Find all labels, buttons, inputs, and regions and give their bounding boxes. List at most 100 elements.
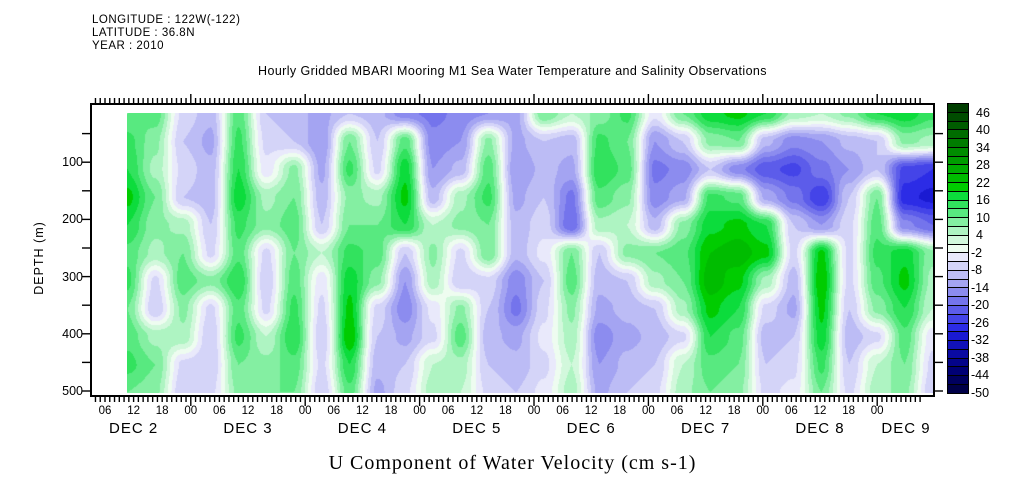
colorbar-cell: [948, 297, 968, 306]
colorbar-cell: [948, 305, 968, 315]
colorbar-cell: [948, 191, 968, 201]
colorbar-tick-label: -44: [971, 368, 990, 383]
colorbar-cell: [948, 279, 968, 289]
x-hour-label: 06: [556, 405, 569, 417]
x-hour-label: 18: [842, 405, 855, 417]
x-date-label: DEC 5: [452, 420, 502, 437]
x-hour-label: 12: [813, 405, 827, 417]
x-hour-label: 06: [670, 405, 684, 417]
x-hour-label: 06: [327, 405, 341, 417]
x-hour-label: 12: [241, 405, 255, 417]
x-hour-label: 18: [727, 405, 741, 417]
x-hour-label: 12: [127, 405, 140, 417]
x-date-label: DEC 4: [337, 420, 387, 437]
x-hour-label: 12: [699, 405, 712, 417]
plot-title: Hourly Gridded MBARI Mooring M1 Sea Wate…: [258, 64, 767, 78]
colorbar-tick-label: -14: [971, 280, 990, 295]
colorbar-cell: [948, 332, 968, 342]
x-hour-label: 06: [441, 405, 455, 417]
colorbar-tick-label: -38: [971, 350, 990, 365]
x-hour-label: 18: [613, 405, 627, 417]
heatmap-canvas: [127, 113, 933, 393]
colorbar-cell: [948, 104, 968, 113]
colorbar-cell: [948, 183, 968, 192]
colorbar-cell: [948, 147, 968, 157]
metadata-block: LONGITUDE : 122W(-122) LATITUDE : 36.8N …: [92, 14, 240, 53]
colorbar-cell: [948, 341, 968, 350]
x-hour-label: 18: [155, 405, 169, 417]
colorbar-tick-label: -8: [971, 263, 983, 278]
colorbar-cell: [948, 323, 968, 333]
colorbar-cell: [948, 244, 968, 254]
x-date-label: DEC 8: [795, 420, 845, 437]
colorbar-tick-label: 40: [976, 123, 990, 138]
colorbar-cell: [948, 385, 968, 393]
x-hour-label: 12: [355, 405, 369, 417]
x-hour-label: 12: [470, 405, 484, 417]
colorbar-cell: [948, 139, 968, 148]
x-hour-label: 18: [498, 405, 512, 417]
colorbar-cell: [948, 367, 968, 377]
colorbar-cell: [948, 130, 968, 140]
x-hour-label: 18: [384, 405, 398, 417]
colorbar-tick-label: 10: [976, 210, 990, 225]
colorbar-cell: [948, 270, 968, 280]
x-hour-label: 00: [870, 405, 884, 417]
colorbar-tick-label: 28: [976, 158, 990, 173]
colorbar-cell: [948, 121, 968, 131]
x-hour-label: 18: [270, 405, 283, 417]
x-hour-label: 12: [584, 405, 598, 417]
colorbar-cell: [948, 165, 968, 175]
colorbar-tick-label: -50: [971, 386, 990, 400]
meta-year: YEAR : 2010: [92, 40, 164, 52]
colorbar-cell: [948, 235, 968, 245]
meta-latitude: LATITUDE : 36.8N: [92, 27, 196, 39]
y-tick-label: 500: [62, 384, 83, 398]
x-date-label: DEC 2: [109, 420, 159, 437]
colorbar-cell: [948, 253, 968, 263]
x-date-label: DEC 6: [566, 420, 616, 437]
colorbar-cell: [948, 376, 968, 385]
colorbar-cell: [948, 288, 968, 298]
colorbar-tick-label: 34: [976, 140, 990, 155]
colorbar-cell: [948, 200, 968, 210]
x-date-label: DEC 3: [223, 420, 273, 437]
x-hour-label: 00: [756, 405, 770, 417]
x-hour-label: 00: [184, 405, 198, 417]
colorbar-cell: [948, 226, 968, 236]
x-hour-label: 00: [527, 405, 541, 417]
x-hour-label: 06: [98, 405, 112, 417]
colorbar-tick-label: 4: [976, 228, 983, 243]
colorbar-tick-label: -2: [971, 245, 983, 260]
x-date-label: DEC 9: [881, 420, 931, 437]
colorbar-cell: [948, 314, 968, 324]
colorbar-tick-label: 16: [976, 193, 990, 208]
x-hour-label: 00: [413, 405, 426, 417]
x-hour-label: 06: [212, 405, 226, 417]
colorbar-cell: [948, 174, 968, 184]
colorbar-cell: [948, 112, 968, 122]
meta-longitude: LONGITUDE : 122W(-122): [92, 14, 241, 26]
x-date-label: DEC 7: [681, 420, 731, 437]
colorbar-tick-label: -26: [971, 315, 990, 330]
colorbar-cell: [948, 262, 968, 271]
y-tick-label: 300: [62, 269, 83, 284]
colorbar-cell: [948, 209, 968, 219]
colorbar-cell: [948, 349, 968, 359]
colorbar-tick-label: -20: [971, 298, 990, 313]
x-hour-label: 00: [298, 405, 312, 417]
y-tick-label: 100: [62, 155, 83, 170]
colorbar-cell: [948, 218, 968, 227]
x-hour-label: 06: [784, 405, 798, 417]
y-tick-label: 400: [62, 326, 83, 341]
colorbar-cell: [948, 156, 968, 166]
colorbar-tick-label: 46: [976, 105, 990, 120]
y-tick-label: 200: [62, 212, 83, 227]
x-axis-title: U Component of Water Velocity (cm s-1): [328, 452, 697, 474]
colorbar: [947, 103, 969, 394]
colorbar-tick-label: 22: [976, 175, 990, 190]
colorbar-tick-label: -32: [971, 333, 990, 348]
x-hour-label: 00: [641, 405, 655, 417]
colorbar-cell: [948, 358, 968, 368]
